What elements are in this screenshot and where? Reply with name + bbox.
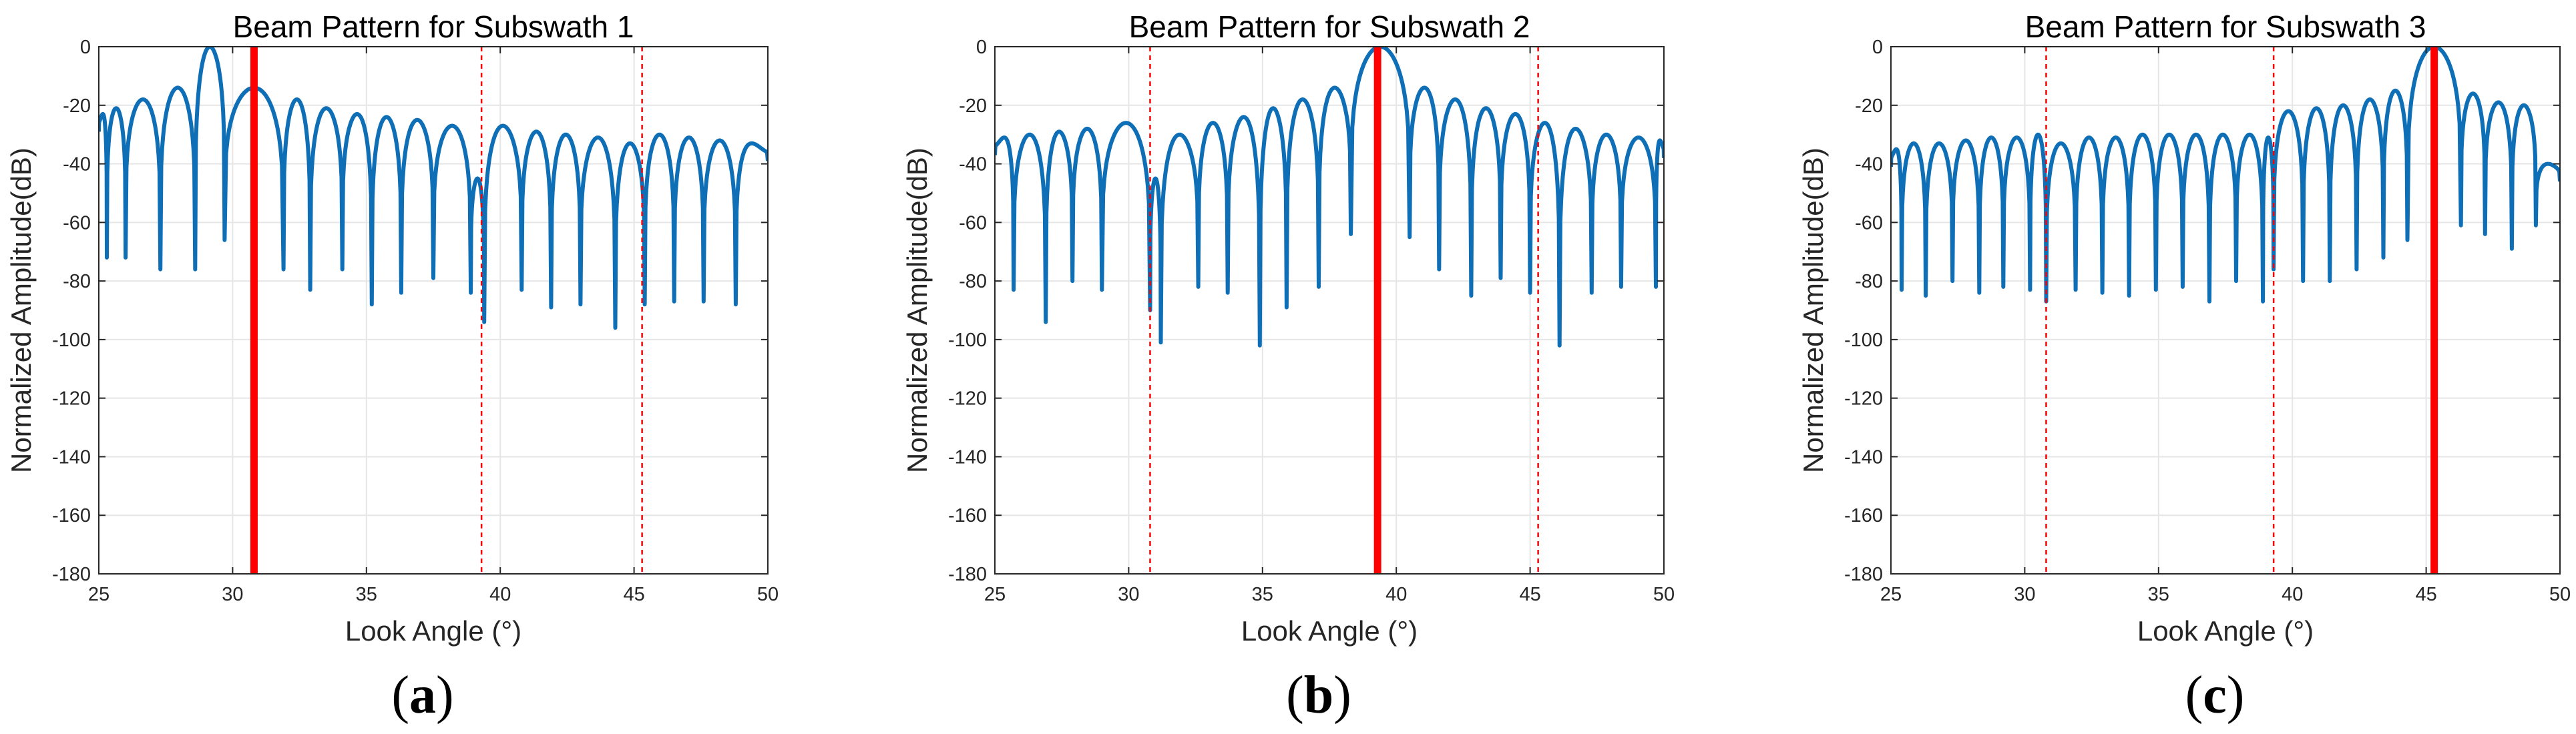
caption-letter: a — [409, 666, 436, 725]
y-tick-label: -160 — [1844, 505, 1883, 526]
y-tick-label: -80 — [959, 271, 987, 292]
x-tick-label: 30 — [2014, 584, 2035, 605]
x-tick-label: 35 — [1252, 584, 1273, 605]
chart-title: Beam Pattern for Subswath 3 — [2025, 9, 2426, 44]
y-tick-label: 0 — [976, 37, 987, 58]
y-tick-label: -60 — [63, 212, 91, 234]
caption-letter: c — [2203, 666, 2227, 725]
y-axis-label: Normalized Amplitude(dB) — [5, 147, 37, 473]
x-tick-label: 45 — [623, 584, 644, 605]
y-tick-label: -100 — [52, 330, 91, 351]
y-tick-label: -120 — [52, 388, 91, 410]
y-tick-label: 0 — [80, 37, 91, 58]
panel-subswath-1: 25 30 35 40 45 50 0 -20 -40 -60 -80 -100 -120 -140 -16… — [5, 9, 779, 725]
y-axis-label: Normalized Amplitude(dB) — [901, 147, 933, 473]
panel-caption: (a) — [391, 666, 453, 725]
y-tick-label: -140 — [1844, 446, 1883, 468]
caption-close: ) — [1333, 666, 1351, 725]
chart-title: Beam Pattern for Subswath 2 — [1129, 9, 1530, 44]
plot-area — [99, 47, 768, 574]
x-tick-label: 25 — [88, 584, 110, 605]
y-tick-label: -60 — [1855, 212, 1883, 234]
y-tick-label: -40 — [63, 154, 91, 175]
x-tick-label: 45 — [1519, 584, 1540, 605]
y-tick-label: -40 — [959, 154, 987, 175]
y-tick-label: -80 — [1855, 271, 1883, 292]
caption-close: ) — [2227, 666, 2245, 725]
chart-title: Beam Pattern for Subswath 1 — [233, 9, 634, 44]
caption-open: ( — [1286, 666, 1304, 725]
y-tick-label: -180 — [948, 564, 987, 585]
y-tick-label: -140 — [52, 446, 91, 468]
y-tick-label: 0 — [1872, 37, 1883, 58]
y-tick-label: -40 — [1855, 154, 1883, 175]
y-tick-label: -160 — [948, 505, 987, 526]
panel-caption: (b) — [1286, 666, 1351, 725]
panel-subswath-3: 25 30 35 40 45 50 0 -20 -40 -60 -80 -100 -120 -140 -16… — [1797, 9, 2571, 725]
caption-open: ( — [391, 666, 409, 725]
x-tick-label: 50 — [2549, 584, 2571, 605]
x-tick-label: 25 — [984, 584, 1006, 605]
caption-letter: b — [1304, 666, 1334, 725]
x-axis-label: Look Angle (°) — [1241, 615, 1418, 647]
x-tick-label: 40 — [489, 584, 511, 605]
y-tick-label: -160 — [52, 505, 91, 526]
panel-caption: (c) — [2185, 666, 2245, 725]
y-tick-label: -20 — [1855, 95, 1883, 117]
x-tick-label: 30 — [222, 584, 243, 605]
y-tick-label: -180 — [1844, 564, 1883, 585]
y-tick-label: -60 — [959, 212, 987, 234]
x-tick-label: 35 — [356, 584, 377, 605]
caption-open: ( — [2185, 666, 2203, 725]
axes-box — [98, 46, 769, 575]
x-tick-label: 50 — [757, 584, 779, 605]
x-tick-label: 40 — [2282, 584, 2303, 605]
y-tick-label: -100 — [948, 330, 987, 351]
x-axis-label: Look Angle (°) — [345, 615, 521, 647]
y-tick-label: -120 — [948, 388, 987, 410]
y-axis-label: Normalized Amplitude(dB) — [1797, 147, 1829, 473]
x-tick-label: 35 — [2148, 584, 2169, 605]
y-tick-label: -80 — [63, 271, 91, 292]
y-tick-label: -100 — [1844, 330, 1883, 351]
y-tick-label: -120 — [1844, 388, 1883, 410]
x-tick-label: 30 — [1118, 584, 1139, 605]
y-tick-label: -180 — [52, 564, 91, 585]
x-axis-label: Look Angle (°) — [2137, 615, 2314, 647]
y-tick-label: -140 — [948, 446, 987, 468]
axes-box — [994, 46, 1665, 575]
x-tick-label: 40 — [1385, 584, 1407, 605]
plot-area — [995, 47, 1664, 574]
y-tick-label: -20 — [959, 95, 987, 117]
x-tick-label: 25 — [1880, 584, 1902, 605]
y-tick-label: -20 — [63, 95, 91, 117]
panel-subswath-2: 25 30 35 40 45 50 0 -20 -40 -60 -80 -100 -120 -140 -16… — [901, 9, 1675, 725]
axes-box — [1890, 46, 2561, 575]
x-tick-label: 45 — [2415, 584, 2436, 605]
caption-close: ) — [436, 666, 454, 725]
x-tick-label: 50 — [1653, 584, 1675, 605]
